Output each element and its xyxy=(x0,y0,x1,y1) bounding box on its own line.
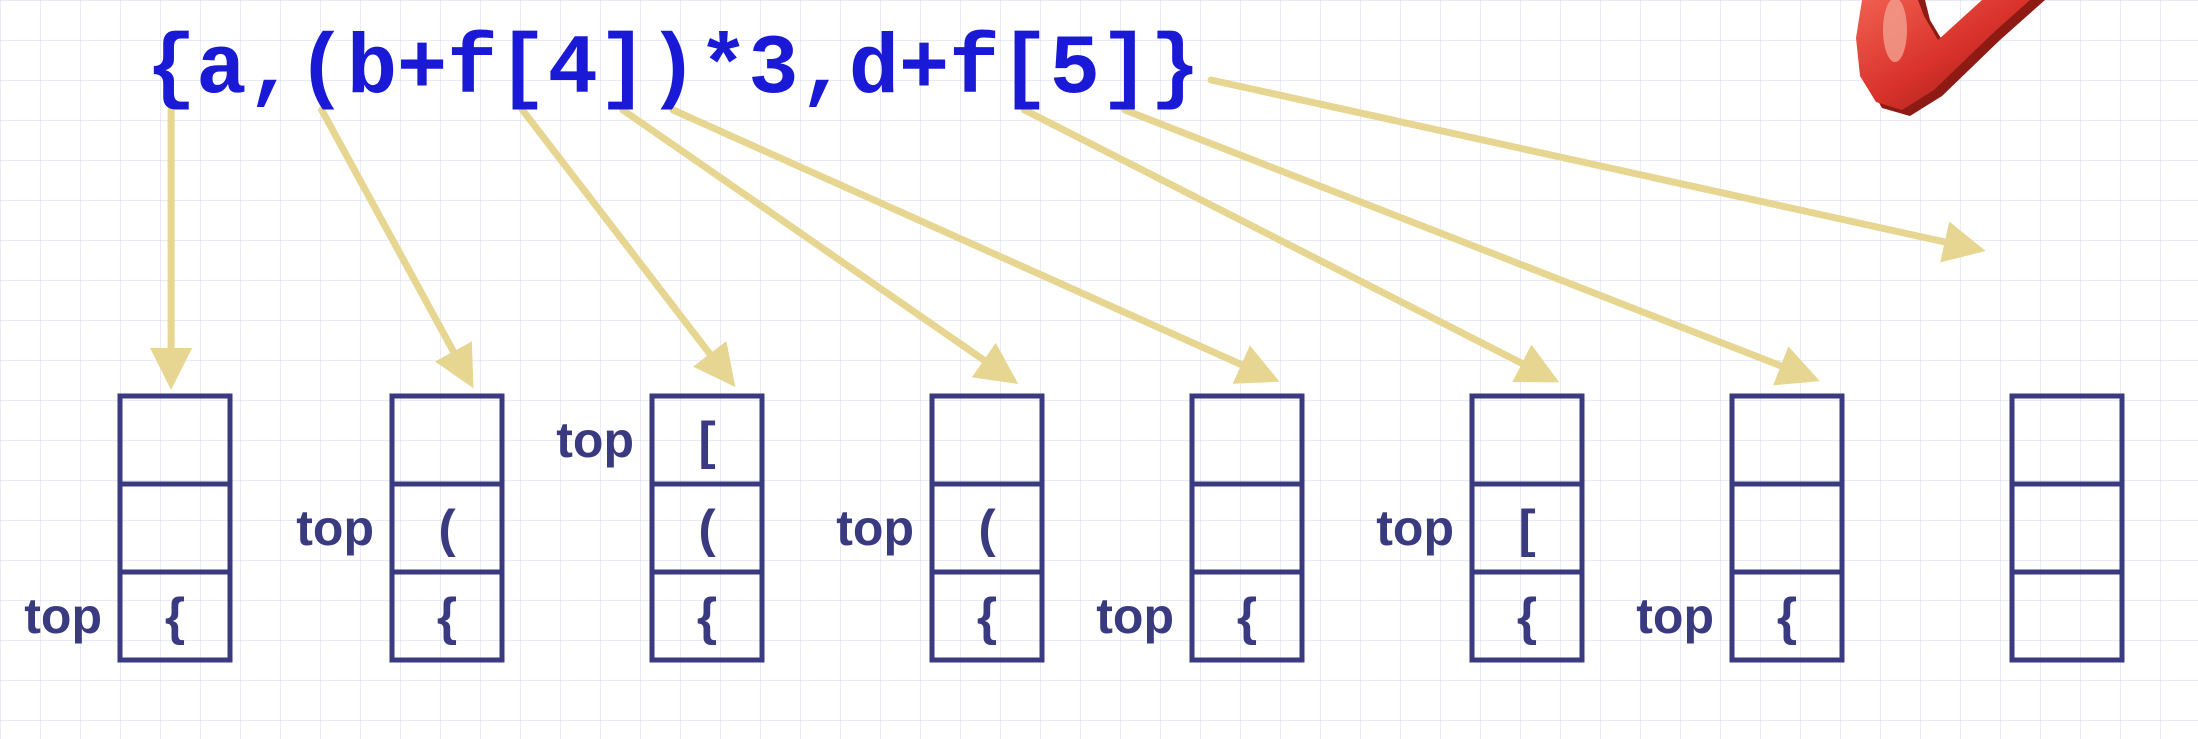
expression-char: a xyxy=(196,23,246,118)
stack-2: ( { top xyxy=(296,393,505,663)
expression-char: b xyxy=(347,23,397,118)
stack-3: [ ( { top xyxy=(556,393,765,663)
expression-char: , xyxy=(798,23,848,118)
arrow-3 xyxy=(519,106,736,388)
expression-char: 4 xyxy=(547,23,597,118)
top-pointer-label: top xyxy=(24,588,102,644)
expression-char: f xyxy=(447,23,497,118)
stack-cell: [ xyxy=(698,412,715,470)
expression-char: ] xyxy=(598,23,648,118)
top-pointer-label: top xyxy=(1376,500,1454,556)
arrow-2 xyxy=(318,106,474,389)
stack-cell: { xyxy=(165,588,185,646)
stack-cell: { xyxy=(1237,588,1257,646)
stack-outline xyxy=(2009,393,2125,663)
stack-outline xyxy=(1189,393,1305,663)
stack-cell: { xyxy=(977,588,997,646)
stack-cell: [ xyxy=(1518,500,1535,558)
expression-char: ] xyxy=(1100,23,1150,118)
stack-outline xyxy=(1469,393,1585,663)
top-pointer-label: top xyxy=(1636,588,1714,644)
stack-outline xyxy=(117,393,233,663)
expression-char: + xyxy=(397,23,447,118)
stack-cell: { xyxy=(1517,588,1537,646)
stack-outline xyxy=(929,393,1045,663)
expression-char: ) xyxy=(648,23,698,118)
stack-6: [ { top xyxy=(1376,393,1585,663)
arrow-7 xyxy=(1121,106,1820,386)
expression-char: d xyxy=(849,23,899,118)
stack-outline xyxy=(649,393,765,663)
stack-8 xyxy=(2009,393,2125,663)
stack-cell: ( xyxy=(978,500,996,558)
arrows-layer xyxy=(150,76,1986,390)
expression-char: [ xyxy=(999,23,1049,118)
expression-char: ( xyxy=(296,23,346,118)
stack-cell: ( xyxy=(438,500,456,558)
stack-outline xyxy=(389,393,505,663)
stack-cell: { xyxy=(697,588,717,646)
expression-char: f xyxy=(949,23,999,118)
top-pointer-label: top xyxy=(836,500,914,556)
arrow-6 xyxy=(1021,106,1560,383)
expression-char: [ xyxy=(497,23,547,118)
stack-cell: ( xyxy=(698,500,716,558)
arrow-4 xyxy=(619,106,1019,384)
stack-5: { top xyxy=(1096,393,1305,663)
stack-cell: { xyxy=(1777,588,1797,646)
stack-1: { top xyxy=(24,393,233,663)
expression-char: 5 xyxy=(1049,23,1099,118)
arrow-5 xyxy=(669,106,1280,384)
stack-cell: { xyxy=(437,588,457,646)
expression-char: * xyxy=(698,23,748,118)
top-pointer-label: top xyxy=(556,412,634,468)
expression-char: , xyxy=(246,23,296,118)
arrow-8 xyxy=(1207,76,1986,263)
expression: {a,(b + f[4]) * 3, d + f[5]} xyxy=(146,23,1200,118)
stack-7: { top xyxy=(1636,393,1845,663)
expression-char: } xyxy=(1150,23,1200,118)
expression-char: + xyxy=(899,23,949,118)
checkmark-icon xyxy=(1856,0,2045,116)
stack-4: ( { top xyxy=(836,393,1045,663)
expression-char: { xyxy=(146,23,196,118)
top-pointer-label: top xyxy=(1096,588,1174,644)
top-pointer-label: top xyxy=(296,500,374,556)
stack-outline xyxy=(1729,393,1845,663)
stacks-layer: { top ( { top [ ( { top ( { top { top [ { top { top xyxy=(24,393,2125,663)
expression-char: 3 xyxy=(748,23,798,118)
